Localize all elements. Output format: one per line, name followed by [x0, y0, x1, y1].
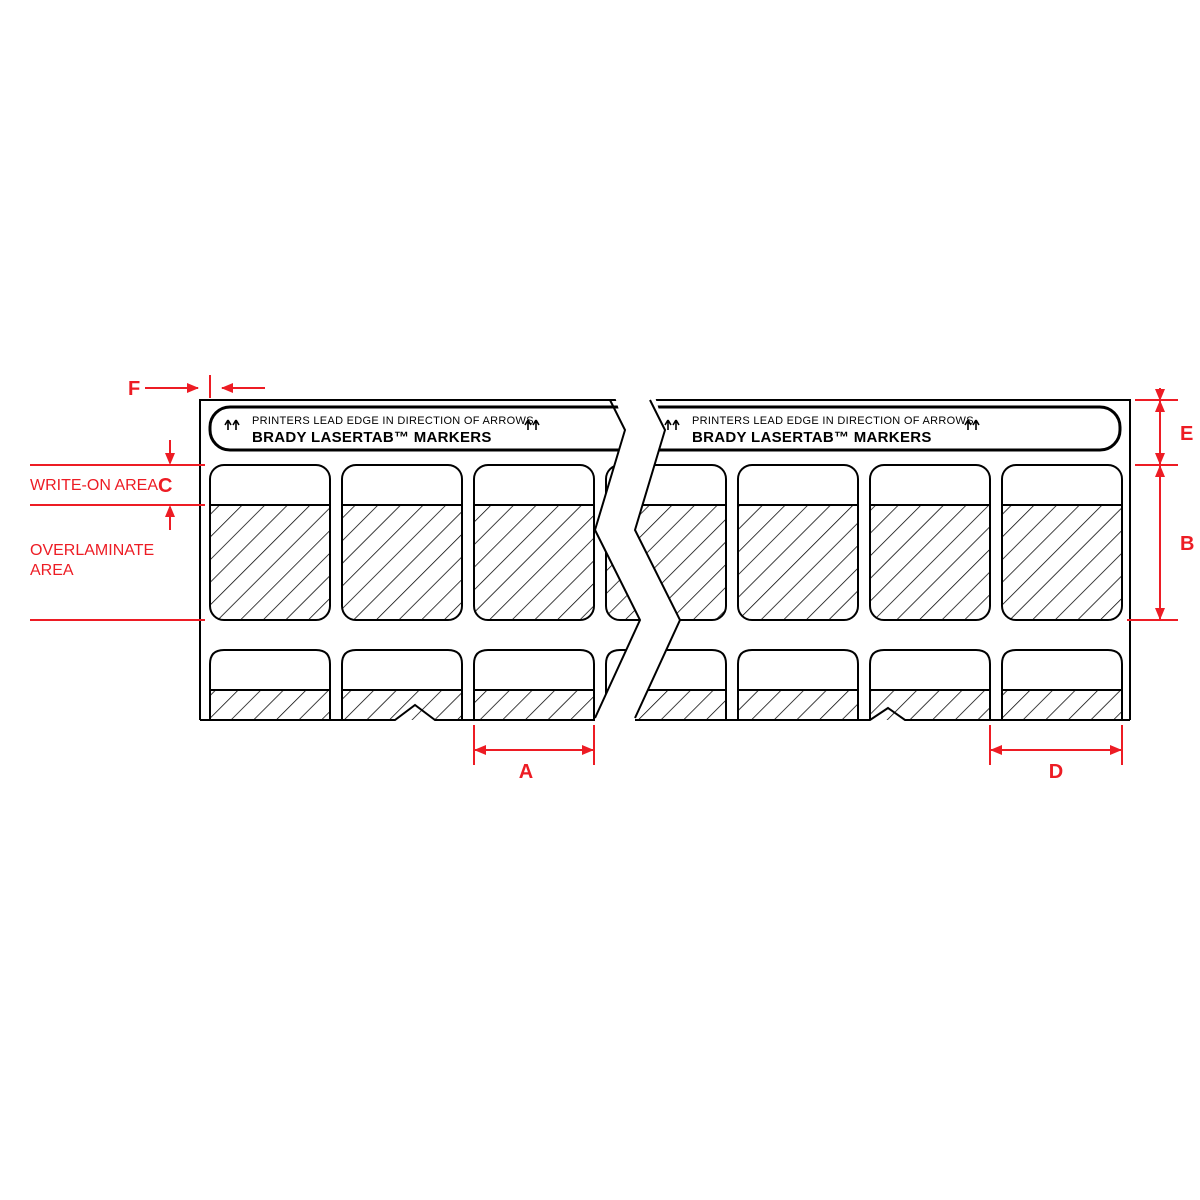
dim-F-label: F: [128, 378, 140, 400]
dim-A-label: A: [519, 761, 533, 783]
header-line2-right: BRADY LASERTAB™ MARKERS: [692, 429, 932, 446]
overlam-label-2: AREA: [30, 562, 74, 579]
label-cell: [210, 465, 330, 620]
label-cell: [738, 465, 858, 620]
dim-B: B: [1127, 465, 1194, 620]
label-cell: [474, 650, 594, 720]
dim-A: A: [474, 725, 594, 783]
dim-C-label: C: [158, 475, 172, 497]
write-on-label: WRITE-ON AREA: [30, 477, 158, 494]
header-line1-right: PRINTERS LEAD EDGE IN DIRECTION OF ARROW…: [692, 415, 974, 427]
dim-E-clean: E: [1135, 400, 1193, 465]
label-cell: [606, 465, 726, 620]
label-cell: [1002, 650, 1122, 720]
label-cell: [870, 650, 990, 720]
label-cell: [606, 650, 726, 720]
diagram-svg: PRINTERS LEAD EDGE IN DIRECTION OF ARROW…: [0, 0, 1200, 1200]
label-cell: [1002, 465, 1122, 620]
label-cell: [342, 465, 462, 620]
header-line2-left: BRADY LASERTAB™ MARKERS: [252, 429, 492, 446]
label-row-1: [210, 465, 1122, 620]
dim-D: D: [990, 725, 1122, 783]
label-cell: [342, 650, 462, 720]
header-line1-left: PRINTERS LEAD EDGE IN DIRECTION OF ARROW…: [252, 415, 534, 427]
label-cell: [474, 465, 594, 620]
header-text-left: PRINTERS LEAD EDGE IN DIRECTION OF ARROW…: [225, 415, 539, 446]
header-text-right: PRINTERS LEAD EDGE IN DIRECTION OF ARROW…: [665, 415, 979, 446]
label-row-2: [210, 650, 1122, 720]
label-cell: [870, 465, 990, 620]
label-cell: [738, 650, 858, 720]
dim-E-label: E: [1180, 423, 1193, 445]
dim-D-label: D: [1049, 761, 1063, 783]
dim-B-label: B: [1180, 533, 1194, 555]
dim-F: F: [128, 375, 265, 400]
label-cell: [210, 650, 330, 720]
overlam-label-1: OVERLAMINATE: [30, 542, 154, 559]
